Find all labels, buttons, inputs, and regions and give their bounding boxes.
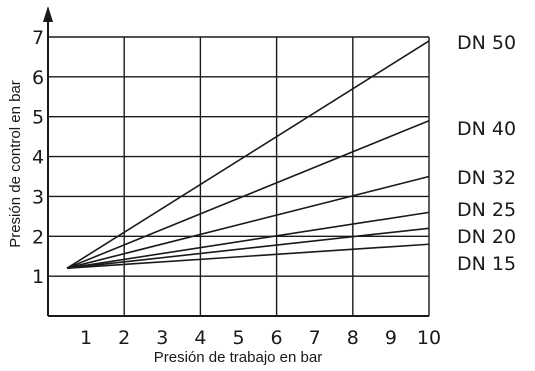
x-tick-label: 9 (385, 327, 397, 349)
x-tick-label: 8 (347, 327, 359, 349)
legend-label: DN 40 (457, 118, 516, 140)
x-tick-label: 3 (156, 327, 168, 349)
axes (43, 6, 429, 317)
y-axis-title: Presión de control en bar (7, 80, 24, 248)
legend-label: DN 15 (457, 253, 516, 275)
y-tick-label: 2 (32, 226, 44, 248)
series-lines (66, 40, 430, 269)
legend-label: DN 32 (457, 167, 516, 189)
series-line (66, 243, 430, 269)
series-line (66, 175, 430, 269)
series-line (66, 211, 430, 269)
series-line (66, 40, 430, 269)
y-tick-label: 6 (32, 67, 44, 89)
grid (48, 36, 430, 316)
legend-label: DN 25 (457, 199, 516, 221)
y-axis-arrow (43, 6, 53, 22)
legend-label: DN 50 (457, 32, 516, 54)
y-tick-label: 7 (32, 27, 44, 49)
y-tick-label: 4 (32, 147, 44, 169)
y-tick-label: 5 (32, 107, 44, 129)
series-line (66, 227, 430, 269)
legend: DN 50 DN 40 DN 32 DN 25 DN 20 DN 15 (457, 32, 516, 275)
series-line (66, 119, 430, 269)
y-tick-label: 1 (32, 266, 44, 288)
x-tick-label: 4 (194, 327, 206, 349)
x-tick-label: 2 (118, 327, 130, 349)
x-tick-label: 5 (232, 327, 244, 349)
tick-labels: 1 2 3 4 5 6 7 8 9 10 1 2 3 4 5 6 7 (32, 27, 441, 349)
x-tick-label: 1 (80, 327, 92, 349)
y-tick-label: 3 (32, 186, 44, 208)
x-tick-label: 6 (271, 327, 283, 349)
x-tick-label: 10 (417, 327, 441, 349)
x-tick-label: 7 (309, 327, 321, 349)
x-axis-title: Presión de trabajo en bar (154, 349, 322, 366)
legend-label: DN 20 (457, 226, 516, 248)
